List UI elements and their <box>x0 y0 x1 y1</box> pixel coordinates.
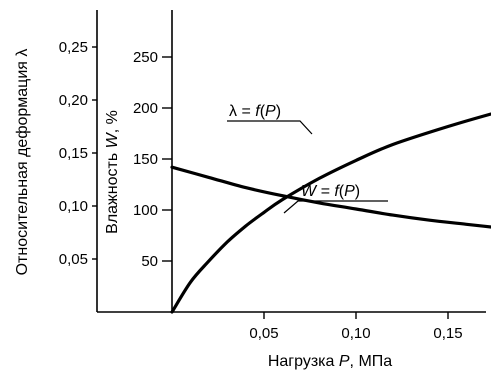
right-y-axis-title: Влажность W, % <box>104 110 121 234</box>
x-tick-label: 0,05 <box>249 325 278 342</box>
right-y-tick-label: 150 <box>133 151 158 168</box>
x-tick-label: 0,10 <box>341 325 370 342</box>
right-y-ticks: 50 100 150 200 250 <box>133 49 172 270</box>
left-y-tick-label: 0,20 <box>59 92 88 109</box>
lambda-leader-line <box>227 120 313 135</box>
left-axis-group: 0,05 0,10 0,15 0,20 0,25 <box>59 10 98 312</box>
w-leader-line <box>283 200 388 214</box>
right-y-tick-label: 200 <box>133 100 158 117</box>
w-annotation: W = f(P) <box>283 183 388 214</box>
x-tick-label: 0,15 <box>433 325 462 342</box>
left-y-tick-label: 0,25 <box>59 39 88 56</box>
curves <box>170 112 491 314</box>
left-y-tick-label: 0,10 <box>59 198 88 215</box>
right-y-tick-label: 100 <box>133 202 158 219</box>
w-curve <box>170 165 491 229</box>
right-axis-group: 50 100 150 200 250 <box>133 10 173 312</box>
left-y-ticks: 0,05 0,10 0,15 0,20 0,25 <box>59 39 97 268</box>
lambda-curve <box>170 112 491 314</box>
x-ticks: 0,050,100,150,200,250,30 <box>249 312 463 342</box>
right-y-tick-label: 250 <box>133 49 158 66</box>
x-axis-group: 0,050,100,150,200,250,30 <box>97 311 486 342</box>
x-axis-title: Нагрузка P, МПа <box>268 353 392 370</box>
left-y-tick-label: 0,05 <box>59 251 88 268</box>
lambda-annotation: λ = f(P) <box>227 103 313 135</box>
lambda-label: λ = f(P) <box>229 103 281 120</box>
left-y-axis-title: Относительная деформация λ <box>14 49 31 276</box>
right-y-tick-label: 50 <box>141 253 158 270</box>
left-y-tick-label: 0,15 <box>59 145 88 162</box>
w-label: W = f(P) <box>301 183 360 200</box>
